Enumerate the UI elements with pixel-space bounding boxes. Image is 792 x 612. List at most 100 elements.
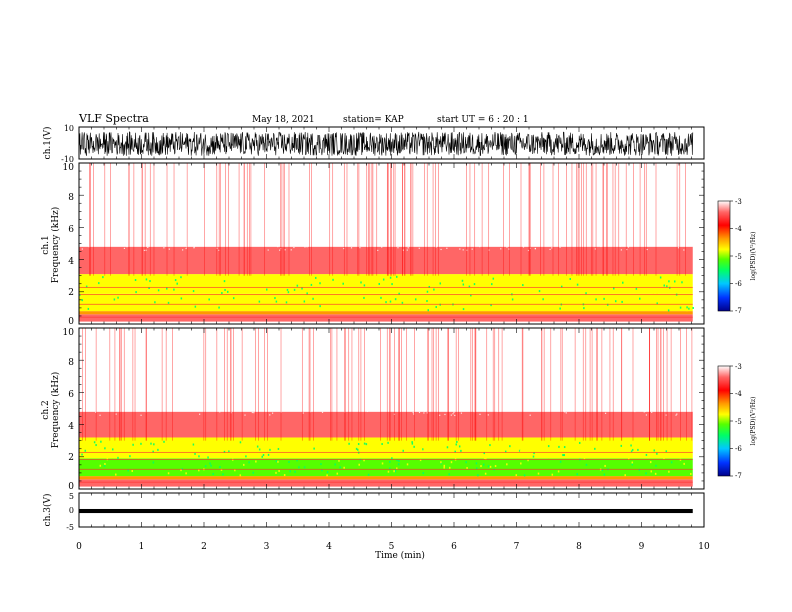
psd-speckle — [341, 172, 344, 174]
psd-streak — [394, 328, 395, 441]
psd-speckle — [644, 223, 646, 225]
psd-speckle — [130, 205, 132, 207]
psd-tone-line — [79, 316, 693, 318]
psd-speckle — [330, 233, 333, 235]
psd-speckle — [384, 356, 387, 358]
psd-speckle — [201, 337, 203, 339]
psd-speckle — [80, 356, 83, 358]
ch2-spec-ytick: 6 — [68, 390, 74, 400]
psd-streak — [438, 328, 439, 441]
psd-speckle — [279, 373, 281, 376]
psd-speckle — [117, 230, 119, 232]
start-time-label: start UT = 6 : 20 : 1 — [437, 115, 529, 125]
psd-speckle — [440, 461, 442, 464]
psd-speckle — [532, 455, 535, 458]
psd-streak — [583, 163, 585, 276]
psd-speckle — [162, 172, 164, 175]
psd-speckle — [567, 308, 569, 311]
psd-streak — [406, 328, 408, 441]
psd-speckle — [370, 230, 372, 232]
psd-speckle — [99, 169, 101, 171]
psd-speckle — [301, 287, 303, 290]
psd-speckle — [311, 168, 313, 170]
psd-speckle — [525, 362, 527, 364]
psd-speckle — [493, 181, 495, 183]
psd-speckle — [384, 448, 386, 451]
psd-speckle — [488, 240, 490, 242]
psd-speckle — [402, 449, 404, 452]
time-tick-label: 6 — [451, 542, 457, 552]
psd-speckle — [646, 227, 648, 230]
psd-speckle — [563, 185, 565, 187]
psd-speckle — [381, 462, 384, 465]
psd-speckle — [512, 342, 514, 344]
ch1-waveform-panel: 10 -10 ch.1(V) — [42, 124, 705, 164]
psd-speckle — [154, 332, 156, 335]
psd-speckle — [181, 236, 183, 238]
psd-speckle — [525, 229, 527, 231]
psd-speckle — [462, 249, 464, 251]
psd-streak — [431, 328, 433, 441]
psd-streak — [301, 328, 303, 441]
psd-streak — [331, 328, 333, 441]
psd-speckle — [608, 308, 611, 311]
psd-speckle — [494, 211, 496, 213]
psd-streak — [433, 328, 434, 441]
psd-speckle — [594, 164, 596, 166]
psd-speckle — [116, 366, 118, 369]
psd-speckle — [630, 186, 632, 188]
psd-speckle — [529, 414, 531, 416]
psd-speckle — [301, 208, 303, 210]
psd-speckle — [577, 447, 579, 450]
psd-speckle — [220, 357, 222, 359]
psd-speckle — [140, 442, 142, 445]
psd-speckle — [683, 249, 685, 251]
psd-speckle — [319, 352, 321, 355]
psd-speckle — [606, 354, 608, 356]
psd-speckle — [312, 230, 314, 232]
psd-speckle — [190, 348, 192, 350]
psd-speckle — [491, 389, 494, 391]
psd-speckle — [354, 205, 356, 207]
psd-speckle — [511, 372, 513, 375]
psd-speckle — [672, 366, 674, 368]
psd-speckle — [462, 166, 465, 168]
psd-speckle — [380, 296, 382, 299]
psd-speckle — [435, 306, 437, 309]
psd-speckle — [412, 411, 414, 414]
psd-speckle — [90, 372, 92, 374]
psd-speckle — [389, 300, 392, 303]
psd-speckle — [272, 401, 275, 403]
psd-streak — [660, 328, 662, 441]
psd-speckle — [117, 221, 119, 223]
psd-speckle — [657, 237, 660, 239]
psd-speckle — [551, 188, 553, 190]
psd-speckle — [466, 332, 469, 334]
psd-speckle — [534, 368, 536, 370]
psd-speckle — [150, 294, 153, 297]
psd-speckle — [194, 201, 196, 204]
psd-speckle — [202, 343, 204, 345]
psd-streak — [216, 163, 218, 276]
psd-speckle — [464, 352, 466, 354]
psd-streak — [543, 328, 545, 441]
psd-speckle — [87, 307, 90, 310]
psd-speckle — [646, 222, 648, 224]
psd-streak — [576, 163, 577, 276]
psd-speckle — [614, 364, 616, 366]
psd-streak — [391, 163, 392, 276]
psd-streak — [173, 163, 175, 276]
psd-speckle — [436, 227, 438, 229]
psd-speckle — [621, 192, 623, 195]
psd-speckle — [223, 280, 226, 283]
time-tick-label: 5 — [389, 542, 395, 552]
psd-speckle — [105, 214, 107, 217]
psd-streak — [492, 328, 494, 441]
psd-speckle — [604, 232, 606, 234]
psd-speckle — [382, 278, 385, 281]
psd-speckle — [185, 403, 187, 405]
spectrogram-texture — [79, 163, 694, 318]
psd-speckle — [164, 380, 166, 382]
psd-speckle — [462, 283, 465, 286]
psd-speckle — [243, 463, 245, 466]
